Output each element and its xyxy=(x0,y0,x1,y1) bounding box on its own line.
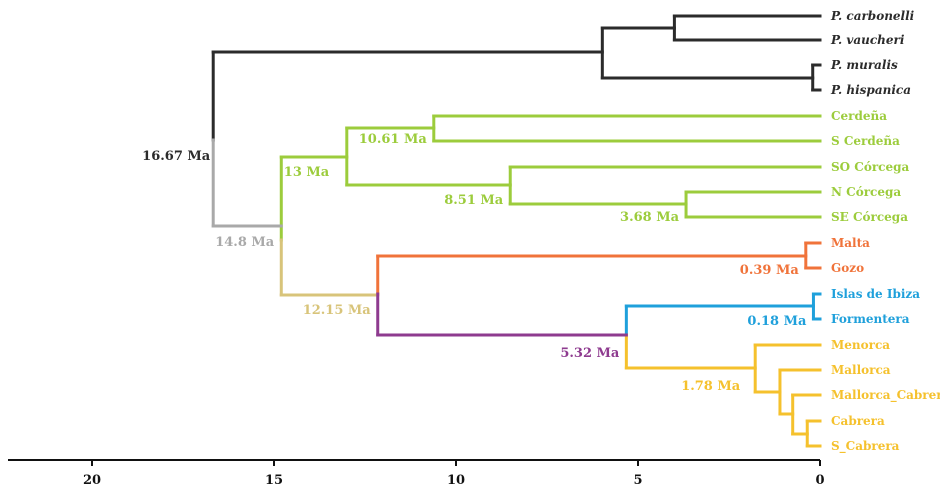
tip-label: N Córcega xyxy=(831,185,901,199)
node-age-labels: 16.67 Ma 14.8 Ma 13 Ma 10.61 Ma 8.51 Ma … xyxy=(142,132,807,394)
tip-label: Islas de Ibiza xyxy=(831,287,920,301)
tip-label: S_Cabrera xyxy=(831,439,900,454)
axis-tick-label: 20 xyxy=(83,473,101,488)
axis-ticks xyxy=(91,460,821,466)
tip-label: Mallorca xyxy=(831,363,891,377)
node-age-label: 5.32 Ma xyxy=(560,346,620,361)
tip-label: P. vaucheri xyxy=(830,33,905,47)
tip-label: Gozo xyxy=(831,261,864,275)
tip-label: P. carbonelli xyxy=(830,9,915,23)
branches xyxy=(211,14,822,448)
tip-label: Cerdeña xyxy=(831,109,887,123)
tip-label: SO Córcega xyxy=(831,160,910,174)
tip-label: Mallorca_Cabrera xyxy=(831,388,940,403)
node-age-label: 12.15 Ma xyxy=(303,303,372,318)
node-age-label: 0.39 Ma xyxy=(740,263,800,278)
tip-label: P. hispanica xyxy=(830,83,911,97)
tip-label: Formentera xyxy=(831,312,910,326)
tip-label: SE Córcega xyxy=(831,210,908,224)
node-age-label: 3.68 Ma xyxy=(620,210,680,225)
node-age-label: 13 Ma xyxy=(284,165,330,180)
tip-label: Menorca xyxy=(831,338,890,352)
axis-tick-label: 5 xyxy=(633,473,642,488)
node-age-label: 0.18 Ma xyxy=(747,314,807,329)
axis-tick-label: 15 xyxy=(265,473,283,488)
tip-label: S Cerdeña xyxy=(831,134,900,148)
axis-tick-label: 0 xyxy=(815,473,824,488)
tip-labels: P. carbonelli P. vaucheri P. muralis P. … xyxy=(830,9,940,454)
time-axis: 20 15 10 5 0 xyxy=(8,459,825,488)
node-age-label: 10.61 Ma xyxy=(359,132,428,147)
tip-label: P. muralis xyxy=(830,58,898,72)
tip-label: Malta xyxy=(831,236,870,250)
node-age-label: 1.78 Ma xyxy=(681,379,741,394)
node-age-label: 14.8 Ma xyxy=(215,235,275,250)
tip-label: Cabrera xyxy=(831,414,885,428)
node-age-label: 16.67 Ma xyxy=(142,149,211,164)
node-age-label: 8.51 Ma xyxy=(444,193,504,208)
axis-tick-label: 10 xyxy=(447,473,465,488)
